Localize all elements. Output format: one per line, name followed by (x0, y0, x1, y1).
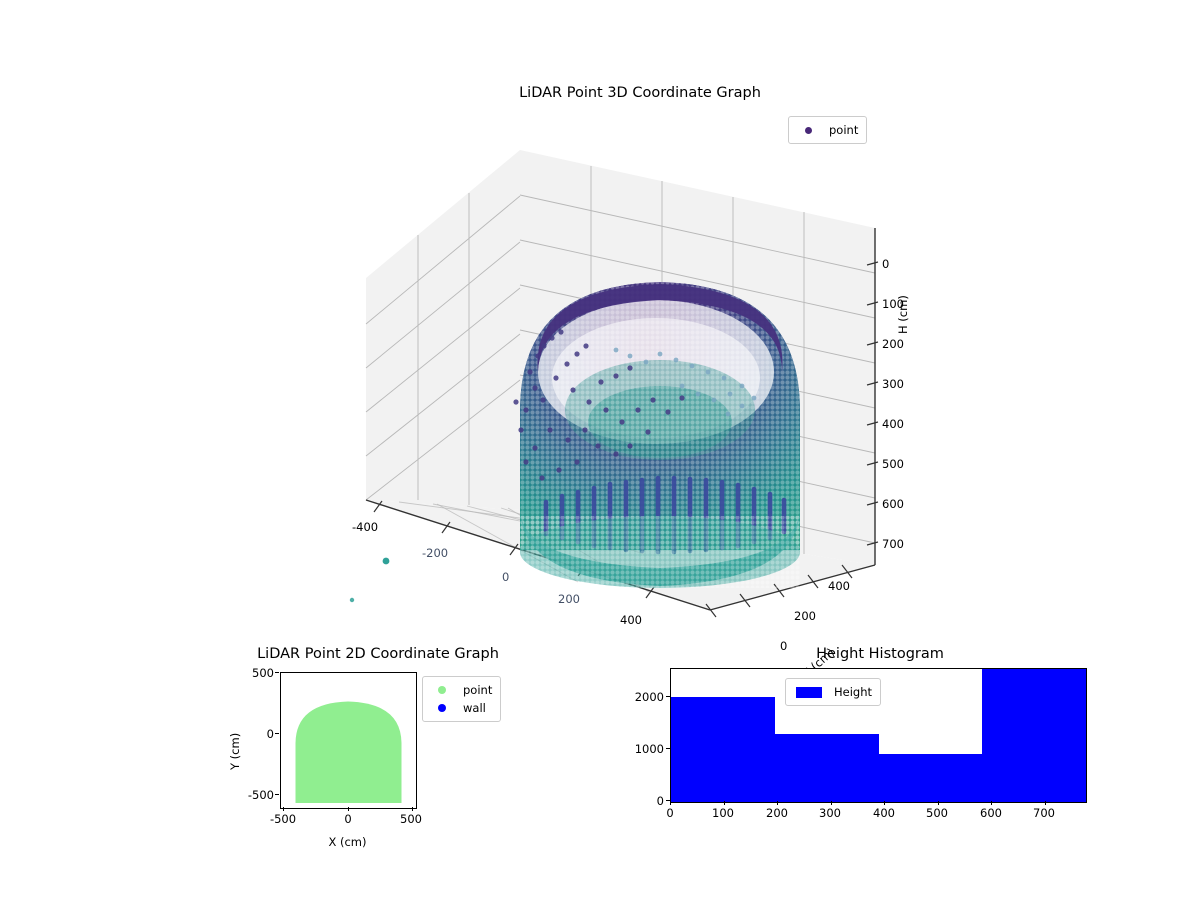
y-tick-200: 200 (794, 609, 816, 623)
histogram-panel: Height Histogram 2000 1000 0 0 100 200 3… (600, 640, 1160, 880)
z-tick-600: 600 (882, 497, 904, 511)
plot-2d-title: LiDAR Point 2D Coordinate Graph (257, 646, 499, 662)
legend-item-point: point (431, 681, 492, 699)
hist-y-tick-1000: 1000 (634, 742, 664, 756)
wall-marker-icon (431, 704, 453, 712)
z-axis-label: H (cm) (896, 295, 910, 334)
hist-x-tick-0: 0 (666, 806, 674, 820)
legend-label-point: point (829, 123, 859, 137)
legend-label-height: Height (834, 685, 873, 699)
z-tick-200: 200 (882, 337, 904, 351)
plot-2d-points (295, 701, 402, 803)
hist-y-tick-2000: 2000 (634, 690, 664, 704)
plot2d-y-tick-0: 0 (266, 727, 274, 741)
legend-label-wall: wall (463, 701, 486, 715)
legend-item-point: point (797, 121, 858, 139)
plot-3d-canvas (349, 150, 879, 618)
hist-x-tick-300: 300 (819, 806, 841, 820)
plot2d-y-tick-500: 500 (252, 666, 274, 680)
plot-3d-panel: LiDAR Point 3D Coordinate Graph point (330, 80, 950, 713)
height-patch-icon (794, 686, 824, 698)
plot2d-x-tick-500: 500 (400, 812, 422, 826)
plot2d-y-tick--500: -500 (247, 788, 274, 802)
point-marker-icon (431, 686, 453, 694)
z-tick-400: 400 (882, 417, 904, 431)
plot2d-x-axis-label: X (cm) (328, 835, 367, 849)
x-tick--200: -200 (422, 546, 449, 560)
plot-2d-panel: LiDAR Point 2D Coordinate Graph 500 0 -5… (150, 640, 570, 880)
legend-label-point: point (463, 683, 493, 697)
point-marker-icon (797, 126, 819, 134)
plot-2d-axes (280, 672, 417, 809)
plot2d-y-axis-label: Y (cm) (228, 732, 242, 770)
hist-x-tick-100: 100 (712, 806, 734, 820)
histogram-bar (982, 669, 1086, 802)
hist-y-tick-0: 0 (656, 794, 664, 808)
z-tick-700: 700 (882, 537, 904, 551)
x-tick--400: -400 (352, 520, 379, 534)
plot-3d-title: LiDAR Point 3D Coordinate Graph (519, 85, 761, 101)
z-tick-300: 300 (882, 377, 904, 391)
hist-x-tick-600: 600 (980, 806, 1002, 820)
histogram-bar (671, 697, 775, 802)
plot-2d-legend: point wall (422, 676, 502, 722)
histogram-title: Height Histogram (816, 646, 944, 662)
hist-x-tick-500: 500 (926, 806, 948, 820)
histogram-axes (670, 668, 1087, 803)
hist-x-tick-400: 400 (873, 806, 895, 820)
z-tick-100: 100 (882, 297, 904, 311)
histogram-bar (879, 753, 982, 802)
legend-item-height: Height (794, 683, 872, 701)
z-tick-0: 0 (882, 257, 890, 271)
outlier-point (382, 557, 390, 565)
z-tick-500: 500 (882, 457, 904, 471)
x-tick-400: 400 (620, 613, 642, 627)
hist-x-tick-700: 700 (1033, 806, 1055, 820)
y-tick-400: 400 (828, 579, 850, 593)
histogram-legend: Height (785, 678, 882, 706)
x-tick-200: 200 (558, 592, 580, 606)
x-tick-0: 0 (502, 570, 510, 584)
plot2d-x-tick--500: -500 (269, 812, 297, 826)
plot-3d-legend: point (788, 116, 868, 144)
hist-x-tick-200: 200 (766, 806, 788, 820)
plot-3d-scene (330, 110, 950, 640)
y-tick-0: 0 (780, 639, 788, 653)
legend-item-wall: wall (431, 699, 492, 717)
histogram-bar (775, 734, 879, 802)
plot2d-x-tick-0: 0 (344, 812, 352, 826)
